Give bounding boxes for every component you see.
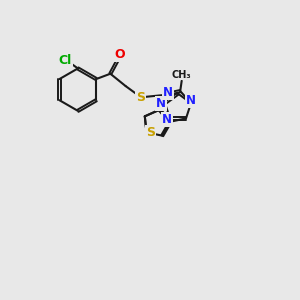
Text: O: O xyxy=(115,48,125,61)
Text: N: N xyxy=(156,97,166,110)
Text: S: S xyxy=(136,91,146,104)
Text: N: N xyxy=(163,86,173,100)
Text: S: S xyxy=(146,126,155,139)
Text: N: N xyxy=(186,94,196,106)
Text: N: N xyxy=(162,113,172,126)
Text: CH₃: CH₃ xyxy=(172,70,191,80)
Text: Cl: Cl xyxy=(59,54,72,67)
